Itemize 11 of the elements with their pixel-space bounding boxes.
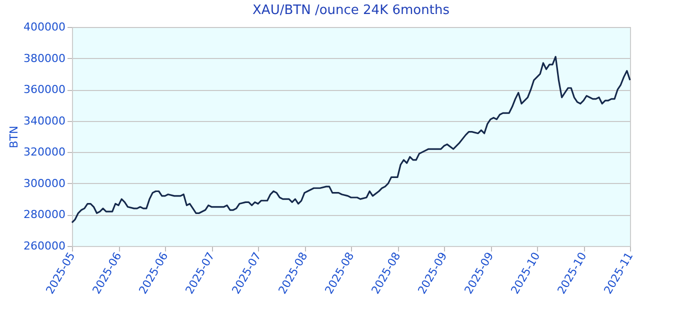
y-axis-title: BTN [8, 126, 21, 148]
y-tick-label: 320000 [24, 146, 66, 159]
y-tick-label: 300000 [24, 176, 66, 190]
y-tick-label: 260000 [24, 240, 66, 252]
y-tick-label: 280000 [24, 208, 66, 222]
line-series [71, 56, 631, 224]
chart-title: XAU/BTN /ounce 24K 6months [252, 3, 450, 18]
y-tick-label: 360000 [24, 83, 66, 96]
y-tick-label: 340000 [24, 114, 66, 128]
y-tick-label: 380000 [24, 52, 66, 65]
y-tick-label: 400000 [24, 20, 66, 34]
